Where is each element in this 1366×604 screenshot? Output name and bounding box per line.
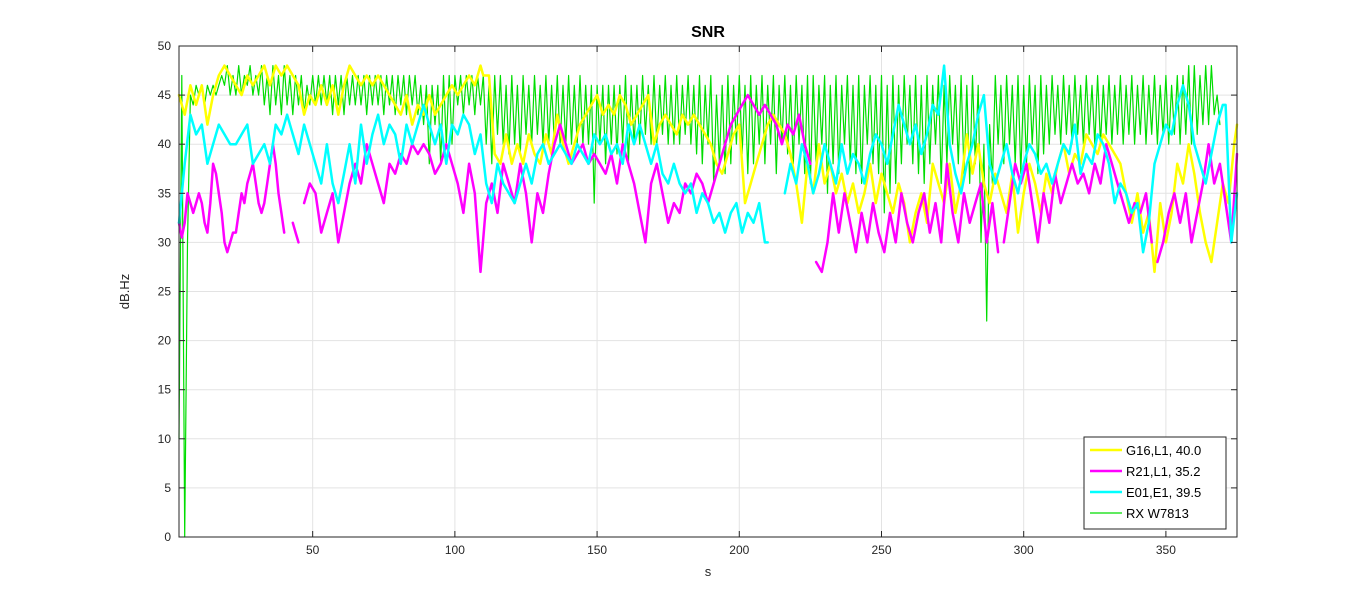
y-tick-label: 0: [164, 530, 171, 544]
y-tick-label: 35: [158, 186, 172, 200]
legend-box: [1083, 436, 1227, 530]
chart-title: SNR: [691, 24, 725, 41]
x-tick-label: 200: [729, 543, 749, 557]
series-line-4: [178, 65, 1221, 538]
y-tick-label: 40: [158, 137, 172, 151]
legend-entry: R21,L1, 35.2: [1126, 464, 1200, 479]
y-tick-label: 5: [164, 481, 171, 495]
legend-entry: E01,E1, 39.5: [1126, 485, 1201, 500]
y-tick-label: 25: [158, 285, 172, 299]
data-series: [177, 64, 1239, 538]
legend-entry: G16,L1, 40.0: [1126, 443, 1201, 458]
y-tick-label: 15: [158, 383, 172, 397]
y-tick-label: 10: [158, 432, 172, 446]
x-tick-label: 50: [306, 543, 320, 557]
y-tick-label: 30: [158, 235, 172, 249]
series-line-2: [177, 93, 1239, 274]
x-tick-label: 250: [871, 543, 891, 557]
y-tick-label: 45: [158, 88, 172, 102]
x-tick-label: 150: [587, 543, 607, 557]
x-tick-label: 350: [1156, 543, 1176, 557]
x-tick-label: 100: [445, 543, 465, 557]
y-tick-label: 20: [158, 334, 172, 348]
y-axis-label: dB.Hz: [117, 274, 132, 309]
series-line-3: [177, 64, 1239, 254]
x-tick-label: 300: [1014, 543, 1034, 557]
y-tick-label: 50: [158, 39, 172, 53]
axis-ticks: 50 100 150 200 250 300 350 0 5 10 15 20 25 30 35 40 45 50: [158, 39, 1237, 557]
legend-entry: RX W7813: [1126, 506, 1189, 521]
legend: G16,L1, 40.0 R21,L1, 35.2 E01,E1, 39.5 RX W…: [1083, 436, 1227, 530]
x-axis-label: s: [705, 564, 712, 579]
